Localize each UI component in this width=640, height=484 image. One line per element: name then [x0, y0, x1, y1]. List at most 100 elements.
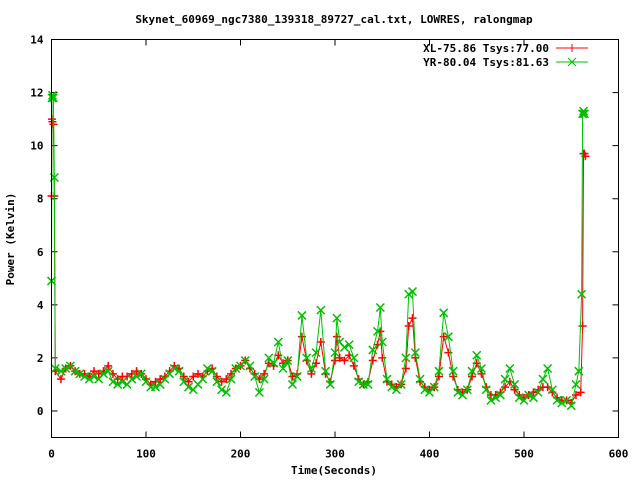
data-point	[578, 109, 588, 119]
data-point	[287, 379, 298, 389]
data-point	[103, 366, 113, 376]
data-point	[174, 366, 184, 376]
data-point	[552, 395, 562, 405]
data-point	[307, 369, 316, 378]
data-point	[401, 364, 410, 373]
data-point	[288, 372, 297, 381]
series-yr	[46, 90, 590, 411]
plot-frame	[51, 39, 619, 438]
data-point	[410, 348, 420, 358]
data-point	[524, 390, 534, 400]
x-tick-label: 600	[609, 448, 629, 461]
data-point	[254, 387, 264, 397]
data-point	[56, 366, 66, 376]
data-point	[377, 337, 387, 347]
data-point	[260, 369, 269, 378]
data-point	[150, 382, 160, 392]
data-point	[273, 337, 283, 347]
series-xl	[47, 115, 590, 408]
data-point	[404, 322, 413, 331]
data-point	[579, 106, 589, 116]
data-point	[283, 356, 293, 366]
y-axis-label: Power (Kelvin)	[4, 193, 17, 286]
data-point	[50, 363, 60, 374]
data-point	[349, 353, 359, 363]
data-point	[207, 366, 217, 376]
data-point	[349, 361, 358, 370]
data-point	[183, 382, 194, 392]
data-point	[375, 302, 385, 313]
data-point	[340, 356, 349, 365]
data-point	[510, 379, 520, 389]
data-point	[420, 385, 430, 395]
data-point	[245, 361, 255, 371]
data-point	[354, 377, 364, 387]
data-point	[579, 109, 590, 119]
data-point	[407, 287, 418, 297]
legend-label-yr: YR-80.04 Tsys:81.63	[423, 56, 549, 69]
y-tick-label: 0	[37, 405, 44, 418]
data-point	[198, 374, 208, 384]
data-point	[514, 393, 524, 403]
data-point	[495, 390, 505, 400]
data-point	[415, 374, 425, 384]
data-point	[217, 377, 226, 386]
data-point	[302, 353, 312, 363]
data-point	[404, 289, 414, 299]
data-point	[500, 374, 510, 384]
data-point	[104, 361, 113, 370]
data-point	[574, 366, 584, 376]
data-point	[578, 322, 587, 331]
x-tick-label: 400	[420, 448, 440, 461]
data-point	[510, 385, 519, 394]
data-point	[462, 385, 472, 395]
data-point	[212, 377, 222, 387]
y-tick-label: 14	[30, 34, 44, 47]
data-point	[538, 374, 548, 384]
data-point	[316, 305, 326, 315]
data-point	[344, 340, 354, 350]
data-point	[476, 363, 487, 374]
data-point	[401, 353, 411, 363]
data-point	[136, 369, 146, 379]
legend-marker-plus	[568, 44, 576, 52]
data-point	[56, 375, 65, 384]
legend-label-xl: XL-75.86 Tsys:77.00	[423, 42, 549, 55]
data-point	[269, 358, 279, 368]
x-tick-label: 300	[325, 448, 345, 461]
data-point	[577, 289, 587, 299]
data-point	[472, 350, 482, 360]
data-point	[368, 356, 377, 365]
data-point	[306, 363, 316, 374]
y-tick-label: 8	[37, 193, 44, 206]
data-point	[547, 385, 557, 395]
data-point	[331, 356, 339, 365]
data-point	[566, 401, 576, 411]
data-point	[80, 371, 90, 382]
data-point	[439, 332, 448, 341]
data-point	[533, 387, 543, 397]
y-tick-label: 12	[30, 87, 43, 100]
data-point	[339, 342, 349, 352]
chart-title: Skynet_60969_ngc7380_139318_89727_cal.tx…	[135, 13, 533, 26]
data-point	[332, 313, 342, 323]
data-point	[75, 369, 85, 379]
data-point	[439, 308, 449, 318]
data-point	[193, 369, 202, 378]
data-point	[408, 314, 417, 323]
data-point	[70, 366, 80, 376]
data-point	[443, 332, 453, 342]
data-point	[48, 93, 58, 103]
data-point	[325, 379, 335, 389]
data-point	[117, 377, 127, 387]
data-point	[467, 366, 477, 376]
series-line	[51, 119, 586, 404]
data-point	[61, 363, 71, 374]
x-tick-label: 0	[48, 448, 55, 461]
series-line	[51, 93, 585, 407]
data-point	[576, 388, 585, 397]
data-point	[226, 374, 236, 384]
data-point	[132, 371, 142, 382]
data-point	[481, 385, 491, 395]
